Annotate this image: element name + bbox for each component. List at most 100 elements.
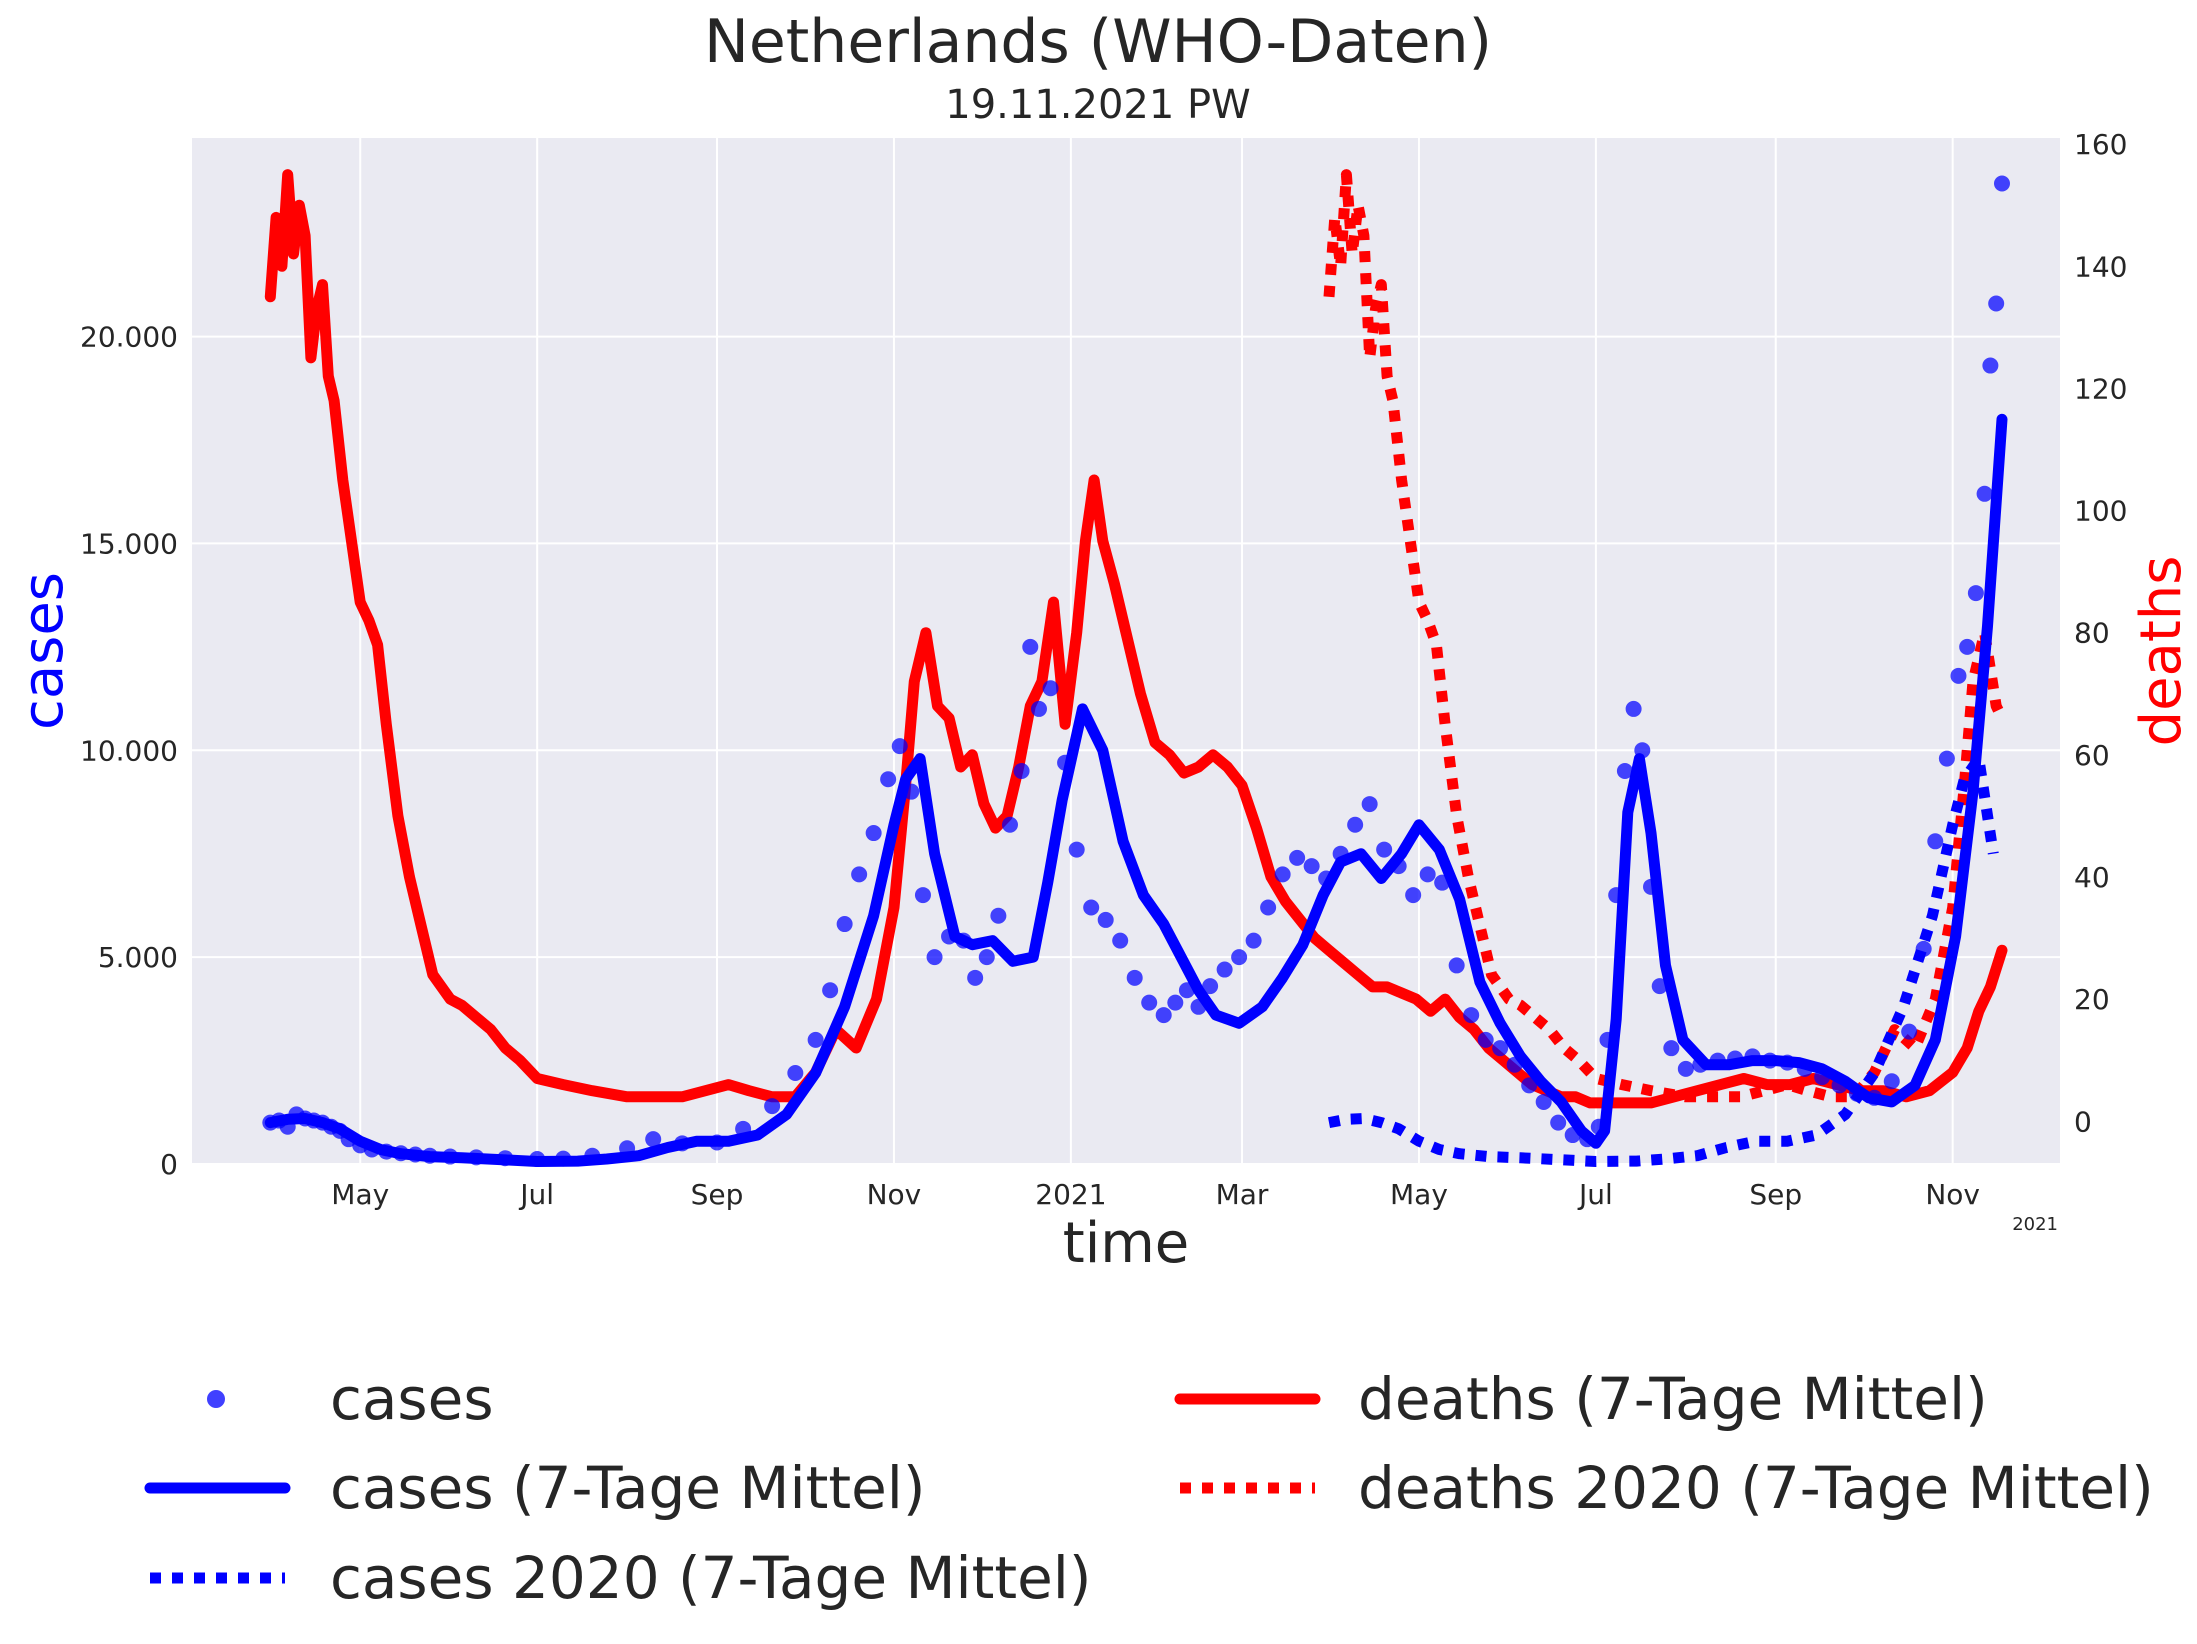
data-point bbox=[1901, 1023, 1918, 1040]
data-point bbox=[787, 1064, 804, 1081]
x-tick-label: Nov bbox=[867, 1178, 922, 1211]
data-point bbox=[1083, 899, 1100, 916]
x-ticks: May Jul Sep Nov 2021 Mar May Jul Sep Nov bbox=[331, 1178, 1980, 1211]
x-offset-label: 2021 bbox=[2012, 1214, 2058, 1235]
legend-label: cases 2020 (7-Tage Mittel) bbox=[330, 1544, 1092, 1612]
data-point bbox=[1022, 638, 1039, 655]
data-point bbox=[967, 969, 984, 986]
data-point bbox=[1982, 357, 1999, 374]
y-left-tick-label: 20.000 bbox=[80, 321, 178, 354]
data-point bbox=[1405, 887, 1422, 904]
y-right-tick-label: 140 bbox=[2074, 250, 2127, 283]
x-tick-label: Jul bbox=[518, 1178, 554, 1211]
data-point bbox=[1950, 667, 1967, 684]
y-right-ticks: 0 20 40 60 80 100 120 140 160 bbox=[2074, 128, 2127, 1138]
data-point bbox=[1625, 700, 1642, 717]
data-point bbox=[1167, 994, 1184, 1011]
grid bbox=[192, 138, 2060, 1165]
data-point bbox=[1463, 1007, 1480, 1024]
data-point bbox=[891, 738, 908, 755]
x-tick-label: Nov bbox=[1925, 1178, 1980, 1211]
y-right-tick-label: 80 bbox=[2074, 617, 2110, 650]
data-point bbox=[1988, 295, 2005, 312]
data-point bbox=[1376, 841, 1393, 858]
data-point bbox=[1231, 949, 1248, 966]
data-point bbox=[1361, 796, 1378, 813]
series-line-deaths-2020-7-tage-mittel bbox=[1323, 169, 2007, 1103]
data-point bbox=[1663, 1040, 1680, 1057]
data-point bbox=[1245, 932, 1262, 949]
data-point bbox=[1993, 175, 2010, 192]
x-tick-label: Sep bbox=[1749, 1178, 1802, 1211]
data-point bbox=[1927, 833, 1944, 850]
data-point bbox=[836, 916, 853, 933]
data-point bbox=[1216, 961, 1233, 978]
legend-item-deaths-2020: deaths 2020 (7-Tage Mittel) bbox=[1180, 1454, 2154, 1522]
y-left-ticks: 0 5.000 10.000 15.000 20.000 bbox=[80, 321, 178, 1181]
data-point bbox=[1112, 932, 1129, 949]
x-tick-label: May bbox=[1390, 1178, 1448, 1211]
y-right-tick-label: 160 bbox=[2074, 128, 2127, 161]
plot-marks bbox=[262, 169, 2010, 1168]
data-point bbox=[1260, 899, 1277, 916]
y-left-tick-label: 10.000 bbox=[80, 734, 178, 767]
y-right-tick-label: 20 bbox=[2074, 983, 2110, 1016]
data-point bbox=[1419, 866, 1436, 883]
data-point bbox=[1651, 978, 1668, 995]
y-right-tick-label: 100 bbox=[2074, 495, 2127, 528]
data-point bbox=[1289, 849, 1306, 866]
data-point bbox=[1141, 994, 1158, 1011]
legend-item-cases-2020: cases 2020 (7-Tage Mittel) bbox=[150, 1544, 1092, 1612]
data-point bbox=[807, 1031, 824, 1048]
x-tick-label: 2021 bbox=[1035, 1178, 1106, 1211]
legend: cases cases (7-Tage Mittel) cases 2020 (… bbox=[144, 1365, 2154, 1612]
data-point bbox=[822, 982, 839, 999]
legend-item-deaths-7day: deaths (7-Tage Mittel) bbox=[1174, 1365, 1988, 1433]
data-point bbox=[865, 825, 882, 842]
data-point bbox=[1068, 841, 1085, 858]
data-point bbox=[1030, 700, 1047, 717]
data-point bbox=[1303, 858, 1320, 875]
legend-marker-dot bbox=[207, 1390, 225, 1408]
chart-subtitle: 19.11.2021 PW bbox=[945, 82, 1250, 128]
legend-label: deaths 2020 (7-Tage Mittel) bbox=[1358, 1454, 2154, 1522]
data-point bbox=[1976, 485, 1993, 502]
data-point bbox=[1938, 750, 1955, 767]
data-point bbox=[1535, 1093, 1552, 1110]
data-point bbox=[1550, 1114, 1567, 1131]
y-right-tick-label: 0 bbox=[2074, 1105, 2092, 1138]
y-left-axis-label: cases bbox=[11, 572, 76, 730]
data-point bbox=[1967, 585, 1984, 602]
x-tick-label: Mar bbox=[1216, 1178, 1269, 1211]
data-point bbox=[1616, 762, 1633, 779]
data-point bbox=[978, 949, 995, 966]
data-point bbox=[926, 949, 943, 966]
data-point bbox=[1677, 1060, 1694, 1077]
data-point bbox=[1521, 1077, 1538, 1094]
legend-label: cases bbox=[330, 1365, 494, 1433]
data-point bbox=[1013, 762, 1030, 779]
x-tick-label: Sep bbox=[691, 1178, 744, 1211]
y-right-tick-label: 40 bbox=[2074, 861, 2110, 894]
y-right-axis-label: deaths bbox=[2129, 556, 2194, 747]
data-point bbox=[645, 1131, 662, 1148]
y-left-tick-label: 15.000 bbox=[80, 527, 178, 560]
y-right-tick-label: 60 bbox=[2074, 739, 2110, 772]
legend-label: deaths (7-Tage Mittel) bbox=[1358, 1365, 1988, 1433]
data-point bbox=[1477, 1031, 1494, 1048]
data-point bbox=[1202, 978, 1219, 995]
legend-item-cases: cases bbox=[207, 1365, 494, 1433]
y-right-tick-label: 120 bbox=[2074, 372, 2127, 405]
x-axis-label: time bbox=[1063, 1211, 1190, 1276]
data-point bbox=[1448, 957, 1465, 974]
chart-title: Netherlands (WHO-Daten) bbox=[704, 7, 1492, 77]
x-tick-label: May bbox=[331, 1178, 389, 1211]
data-point bbox=[1155, 1007, 1172, 1024]
data-point bbox=[1126, 969, 1143, 986]
legend-label: cases (7-Tage Mittel) bbox=[330, 1454, 926, 1522]
data-point bbox=[764, 1098, 781, 1115]
data-point bbox=[1042, 680, 1059, 697]
legend-item-cases-7day: cases (7-Tage Mittel) bbox=[144, 1454, 926, 1522]
data-point bbox=[1347, 816, 1364, 833]
